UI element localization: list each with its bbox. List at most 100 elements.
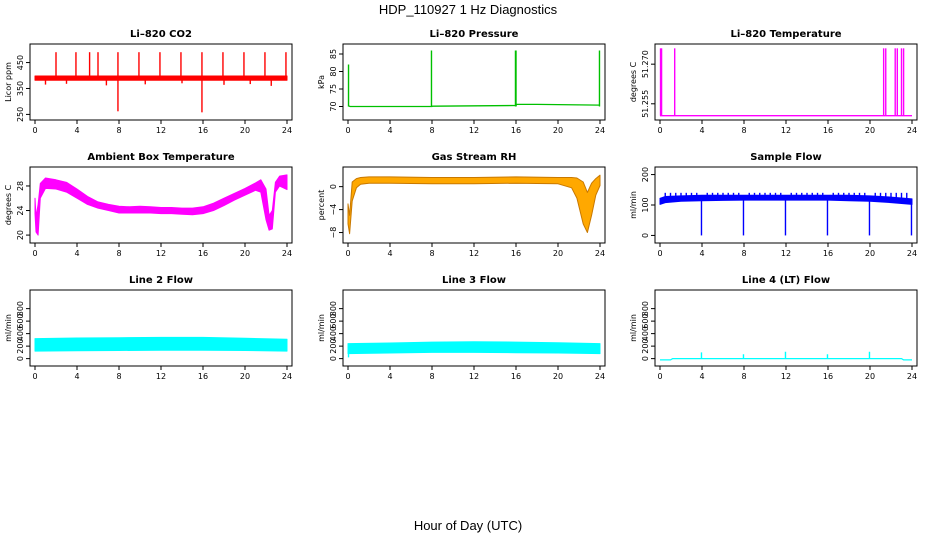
x-axis-line2-flow: 0 4 8 12 16 20 24 (32, 365, 292, 381)
panel-title-line3-flow: Line 3 Flow (442, 275, 506, 286)
y-tick-label-line3-flow-3: 600 (329, 313, 338, 328)
y-axis-label-licor-temp: degrees C (629, 61, 638, 102)
x-tick-label-rh-0: 0 (345, 249, 350, 258)
x-tick-label-licor-temp-12: 12 (781, 126, 791, 135)
x-tick-label-rh-16: 16 (511, 249, 521, 258)
x-tick-label-sample-flow-4: 4 (699, 249, 704, 258)
series-band-box-temp-0 (34, 174, 288, 236)
y-tick-label-line4-flow-2: 400 (641, 326, 650, 341)
y-tick-label-line3-flow-0: 0 (329, 356, 338, 361)
y-tick-label-box-temp-0: 20 (16, 230, 25, 240)
axes-box-pressure (342, 43, 606, 121)
x-tick-label-line4-flow-24: 24 (907, 372, 917, 381)
x-tick-label-box-temp-12: 12 (156, 249, 166, 258)
series-group-co2 (34, 52, 288, 113)
series-band-line2-flow-0 (34, 336, 288, 352)
x-tick-label-licor-temp-0: 0 (657, 126, 662, 135)
y-tick-label-pressure-3: 85 (329, 49, 338, 59)
x-axis-sample-flow: 0 4 8 12 16 20 24 (657, 242, 917, 258)
y-tick-label-sample-flow-1: 100 (641, 197, 650, 212)
x-tick-label-box-temp-4: 4 (74, 249, 79, 258)
panel-line3-flow: Line 3 Flow 0 4 8 12 16 20 24 0 200400600800ml/mi… (317, 275, 606, 381)
x-tick-label-box-temp-24: 24 (282, 249, 292, 258)
x-tick-label-line3-flow-0: 0 (345, 372, 350, 381)
x-tick-label-licor-temp-8: 8 (741, 126, 746, 135)
y-axis-co2: 250 350 450 (16, 55, 30, 122)
panel-title-line2-flow: Line 2 Flow (129, 275, 193, 286)
series-band-rh-0 (347, 174, 601, 235)
y-tick-label-line4-flow-4: 800 (641, 301, 650, 316)
x-tick-label-co2-24: 24 (282, 126, 292, 135)
series-line-line4-flow-0 (660, 357, 912, 361)
x-tick-label-box-temp-20: 20 (240, 249, 250, 258)
x-axis-line3-flow: 0 4 8 12 16 20 24 (345, 365, 605, 381)
axes-box-line2-flow (29, 289, 293, 367)
y-axis-label-sample-flow: ml/min (629, 191, 638, 219)
series-line-pressure-0 (347, 103, 601, 108)
x-tick-label-line4-flow-8: 8 (741, 372, 746, 381)
panel-title-box-temp: Ambient Box Temperature (87, 152, 234, 163)
x-axis-rh: 0 4 8 12 16 20 24 (345, 242, 605, 258)
y-tick-label-line2-flow-2: 400 (16, 326, 25, 341)
y-tick-label-rh-0: −8 (329, 227, 338, 239)
y-axis-label-co2: Licor ppm (4, 62, 13, 102)
y-tick-label-co2-0: 250 (16, 107, 25, 122)
x-tick-label-co2-20: 20 (240, 126, 250, 135)
panel-title-line4-flow: Line 4 (LT) Flow (742, 275, 830, 286)
x-tick-label-co2-12: 12 (156, 126, 166, 135)
x-tick-label-line2-flow-0: 0 (32, 372, 37, 381)
axes-box-box-temp (29, 166, 293, 244)
x-tick-label-licor-temp-20: 20 (865, 126, 875, 135)
x-tick-label-line4-flow-20: 20 (865, 372, 875, 381)
y-tick-label-licor-temp-0: 51.255 (641, 90, 650, 118)
series-band-co2-0 (34, 75, 288, 81)
y-tick-label-line4-flow-0: 0 (641, 356, 650, 361)
y-tick-label-line2-flow-3: 600 (16, 313, 25, 328)
series-group-line4-flow (660, 351, 912, 361)
x-axis-co2: 0 4 8 12 16 20 24 (32, 119, 292, 135)
x-tick-label-line2-flow-12: 12 (156, 372, 166, 381)
x-tick-label-line3-flow-24: 24 (595, 372, 605, 381)
y-tick-label-line2-flow-0: 0 (16, 356, 25, 361)
x-tick-label-line4-flow-12: 12 (781, 372, 791, 381)
panel-pressure: Li–820 Pressure 0 4 8 12 16 20 24 70 75 80 85 kPa (317, 29, 606, 135)
x-tick-label-pressure-4: 4 (387, 126, 392, 135)
x-tick-label-rh-4: 4 (387, 249, 392, 258)
panel-box-temp: Ambient Box Temperature 0 4 8 12 16 20 24 20 24 28… (4, 152, 293, 258)
y-tick-label-rh-2: 0 (329, 184, 338, 189)
y-axis-licor-temp: 51.255 51.270 (641, 50, 655, 118)
y-tick-label-rh-1: −4 (329, 204, 338, 216)
x-tick-label-licor-temp-16: 16 (823, 126, 833, 135)
x-tick-label-sample-flow-8: 8 (741, 249, 746, 258)
x-tick-label-rh-20: 20 (553, 249, 563, 258)
series-group-line3-flow (347, 341, 601, 358)
figure-title: HDP_110927 1 Hz Diagnostics (378, 2, 558, 17)
y-axis-rh: −8 −4 0 (329, 184, 343, 238)
x-tick-label-line2-flow-24: 24 (282, 372, 292, 381)
x-tick-label-line4-flow-4: 4 (699, 372, 704, 381)
x-tick-label-co2-0: 0 (32, 126, 37, 135)
x-tick-label-licor-temp-24: 24 (907, 126, 917, 135)
x-tick-label-line2-flow-16: 16 (198, 372, 208, 381)
panel-licor-temp: Li–820 Temperature 0 4 8 12 16 20 24 51.255 51.27… (629, 29, 918, 135)
x-tick-label-line4-flow-0: 0 (657, 372, 662, 381)
x-tick-label-sample-flow-12: 12 (781, 249, 791, 258)
x-tick-label-box-temp-16: 16 (198, 249, 208, 258)
y-tick-label-pressure-2: 80 (329, 66, 338, 76)
x-tick-label-line3-flow-12: 12 (469, 372, 479, 381)
x-tick-label-pressure-0: 0 (345, 126, 350, 135)
axes-box-line3-flow (342, 289, 606, 367)
x-tick-label-line3-flow-4: 4 (387, 372, 392, 381)
y-axis-pressure: 70 75 80 85 (329, 49, 343, 112)
y-tick-label-sample-flow-2: 200 (641, 167, 650, 182)
x-tick-label-co2-16: 16 (198, 126, 208, 135)
series-band-line3-flow-0 (347, 341, 601, 355)
y-axis-label-box-temp: degrees C (4, 184, 13, 225)
y-tick-label-line3-flow-2: 400 (329, 326, 338, 341)
y-tick-label-pressure-0: 70 (329, 101, 338, 111)
